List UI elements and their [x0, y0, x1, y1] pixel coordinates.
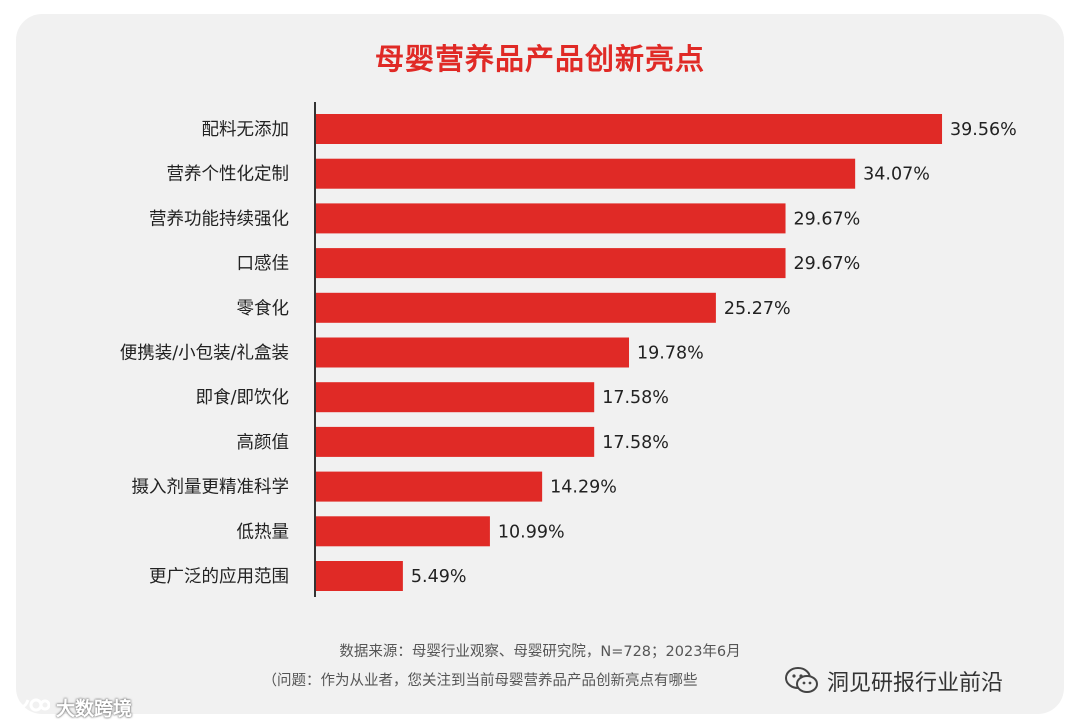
value-label-4: 25.27%	[724, 299, 791, 319]
bar-4	[316, 292, 716, 323]
category-label-1: 营养个性化定制	[167, 165, 290, 185]
bar-10	[316, 561, 403, 591]
watermark-wechat: 洞见研报行业前沿	[785, 664, 1003, 698]
category-label-8: 摄入剂量更精准科学	[132, 478, 290, 498]
watermark-left-text: 大数跨境	[56, 697, 133, 720]
chart-title: 母婴营养品产品创新亮点	[374, 42, 705, 76]
category-label-5: 便携装/小包装/礼盒装	[120, 344, 289, 364]
logo-icon	[6, 692, 51, 723]
bar-8	[316, 471, 543, 502]
category-label-3: 口感佳	[237, 254, 290, 274]
bar-3	[316, 248, 786, 279]
value-label-9: 10.99%	[498, 522, 565, 542]
bar-6	[316, 382, 595, 413]
value-label-0: 39.56%	[950, 120, 1017, 140]
bar-9	[316, 516, 490, 547]
category-label-0: 配料无添加	[202, 120, 290, 140]
bar-2	[316, 203, 786, 234]
category-label-2: 营养功能持续强化	[149, 209, 289, 229]
value-label-5: 19.78%	[637, 344, 704, 364]
category-label-9: 低热量	[237, 522, 290, 542]
value-label-6: 17.58%	[602, 388, 669, 408]
wechat-icon	[785, 666, 819, 696]
category-label-10: 更广泛的应用范围	[149, 567, 289, 587]
category-label-4: 零食化	[237, 299, 290, 319]
bar-5	[316, 337, 630, 368]
watermark-right-text: 洞见研报行业前沿	[827, 671, 1004, 696]
source-note: 数据来源：母婴行业观察、母婴研究院，N=728；2023年6月	[339, 644, 741, 660]
question-note: （问题：作为从业者，您关注到当前母婴营养品产品创新亮点有哪些	[262, 673, 698, 689]
category-label-6: 即食/即饮化	[196, 388, 289, 408]
value-label-2: 29.67%	[794, 209, 861, 229]
bar-1	[316, 158, 856, 189]
watermark-logo: 大数跨境	[6, 692, 132, 722]
value-label-7: 17.58%	[602, 433, 669, 453]
value-label-3: 29.67%	[794, 254, 861, 274]
value-label-8: 14.29%	[550, 478, 617, 498]
category-label-7: 高颜值	[237, 433, 290, 453]
bars-layer: 配料无添加 39.56% 营养个性化定制 34.07% 营养功能持续强化 29.67% 口感…	[120, 114, 1017, 591]
bar-0	[316, 114, 943, 144]
bar-7	[316, 426, 595, 457]
value-label-10: 5.49%	[411, 567, 467, 587]
value-label-1: 34.07%	[863, 165, 930, 185]
